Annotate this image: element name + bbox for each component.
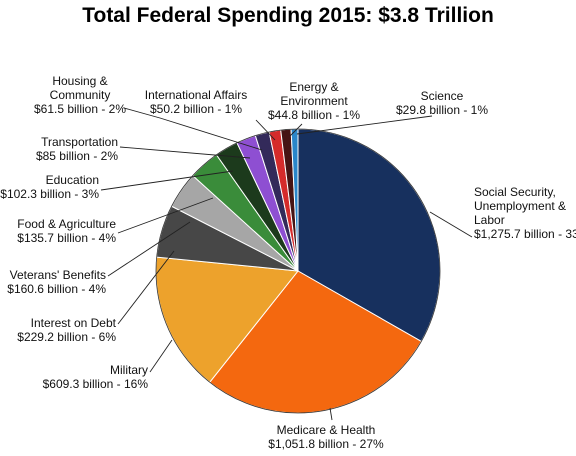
slice-label-line: $609.3 billion - 16% <box>43 377 149 391</box>
slice-label-line: Science <box>421 89 464 103</box>
chart-title: Total Federal Spending 2015: $3.8 Trilli… <box>82 4 494 27</box>
leader-line <box>123 107 263 151</box>
slice-label-line: $160.6 billion - 4% <box>7 282 106 296</box>
slice-label-line: Medicare & Health <box>277 423 376 437</box>
slice-label: International Affairs $50.2 billion - 1% <box>145 88 248 116</box>
slice-label: Education $102.3 billion - 3% <box>0 173 99 201</box>
slice-label-line: $50.2 billion - 1% <box>150 102 242 116</box>
slice-label-line: $61.5 billion - 2% <box>34 102 126 116</box>
slice-label-line: Energy & <box>289 80 338 94</box>
slice-label-line: $44.8 billion - 1% <box>268 108 360 122</box>
slice-label-line: Community <box>50 88 111 102</box>
slice-label-line: $102.3 billion - 3% <box>0 187 99 201</box>
slice-label: Veterans' Benefits $160.6 billion - 4% <box>7 268 106 296</box>
slice-label-line: $29.8 billion - 1% <box>396 103 488 117</box>
slice-label: Medicare & Health $1,051.8 billion - 27% <box>268 423 384 451</box>
slice-label-line: Environment <box>280 94 348 108</box>
slice-label: Military $609.3 billion - 16% <box>43 363 149 391</box>
slice-label-line: $1,275.7 billion - 33% <box>474 227 576 241</box>
slice-label-line: Food & Agriculture <box>17 217 116 231</box>
leader-line <box>429 211 473 238</box>
leader-line <box>255 119 276 141</box>
slice-label: Interest on Debt $229.2 billion - 6% <box>17 316 116 344</box>
slice-label-line: Education <box>46 173 99 187</box>
leader-line <box>119 146 251 159</box>
slice-label-line: Labor <box>474 213 505 227</box>
leader-line <box>117 197 214 234</box>
leader-line <box>289 123 303 137</box>
slice-label-line: $1,051.8 billion - 27% <box>268 437 384 451</box>
leader-line <box>149 339 173 373</box>
slice-label: Social Security, Unemployment & Labor $1,27… <box>474 185 576 241</box>
slice-label-line: Military <box>110 363 148 377</box>
leader-line <box>107 221 191 277</box>
slice-label-line: $135.7 billion - 4% <box>17 231 116 245</box>
slice-label-line: Social Security, <box>474 185 556 199</box>
slice-label-line: $229.2 billion - 6% <box>17 330 116 344</box>
slice-label: Science $29.8 billion - 1% <box>396 89 488 117</box>
leader-line <box>100 170 234 191</box>
leader-line <box>117 250 175 325</box>
slice-label: Energy & Environment $44.8 billion - 1% <box>268 80 360 122</box>
slice-label-line: Veterans' Benefits <box>10 268 106 282</box>
slice-label-line: $85 billion - 2% <box>36 149 118 163</box>
slice-label-line: Interest on Debt <box>31 316 117 330</box>
slice-label-line: International Affairs <box>145 88 248 102</box>
slice-label-line: Unemployment & <box>474 199 566 213</box>
pie-outline <box>155 128 441 414</box>
leader-line <box>329 407 333 421</box>
slice-label: Housing & Community $61.5 billion - 2% <box>34 74 126 116</box>
slice-label: Food & Agriculture $135.7 billion - 4% <box>17 217 116 245</box>
slice-label-line: Transportation <box>41 135 118 149</box>
leader-line <box>296 115 433 135</box>
slice-label: Transportation $85 billion - 2% <box>36 135 118 163</box>
slice-label-line: Housing & <box>52 74 107 88</box>
